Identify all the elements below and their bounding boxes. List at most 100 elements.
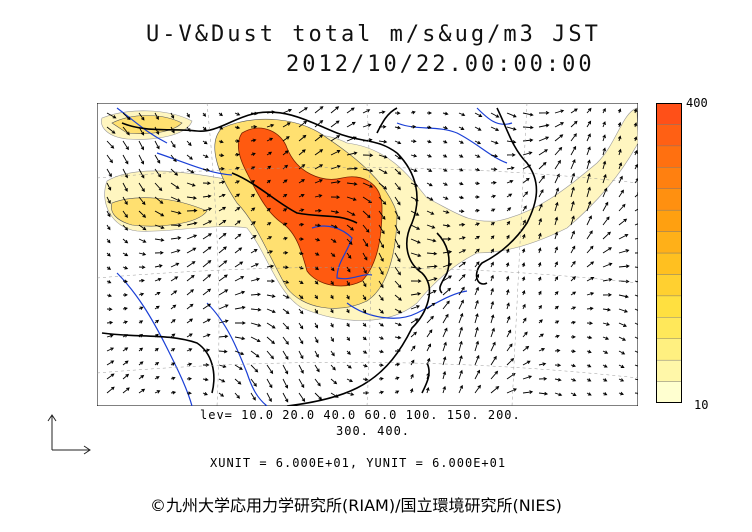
wind-arrow <box>458 355 463 366</box>
wind-arrow <box>218 180 226 185</box>
colorbar-cell <box>656 381 682 403</box>
wind-arrow <box>282 265 289 270</box>
wind-arrow <box>458 112 466 117</box>
wind-arrow <box>394 362 401 367</box>
wind-arrow <box>442 300 450 310</box>
title-line-1: U-V&Dust total m/s&ug/m3 JST <box>146 22 601 47</box>
wind-arrow <box>458 154 464 158</box>
wind-arrow <box>490 235 495 240</box>
wind-arrow <box>106 386 115 394</box>
wind-arrow <box>314 179 323 184</box>
wind-arrow <box>106 168 112 178</box>
wind-arrow <box>202 303 212 310</box>
wind-arrow <box>458 312 464 324</box>
wind-arrow <box>522 360 531 366</box>
wind-arrow <box>202 333 211 338</box>
wind-arrow <box>186 221 198 226</box>
wind-arrow <box>586 321 594 326</box>
wind-arrow <box>266 264 275 269</box>
wind-arrow <box>426 264 438 269</box>
wind-arrow <box>490 140 499 145</box>
wind-arrow <box>218 193 226 198</box>
wind-arrow <box>490 112 500 118</box>
wind-arrow <box>490 194 497 199</box>
wind-arrow <box>186 154 193 160</box>
wind-arrow <box>122 126 130 136</box>
wind-arrow <box>458 181 464 186</box>
wind-arrow <box>122 387 130 394</box>
wind-arrow <box>250 138 257 143</box>
wind-arrow <box>298 149 306 156</box>
wind-arrow <box>234 378 242 385</box>
wind-arrow <box>409 388 414 394</box>
wind-arrow <box>458 236 466 240</box>
wind-arrow <box>218 274 228 282</box>
wind-arrow <box>138 252 147 256</box>
wind-arrow <box>458 299 464 310</box>
wind-arrow <box>122 210 128 218</box>
wind-arrow <box>538 175 545 184</box>
wind-arrow <box>522 331 528 338</box>
wind-arrow <box>474 208 480 213</box>
wind-arrow <box>170 140 176 148</box>
wind-arrow <box>378 252 384 262</box>
wind-arrow <box>586 292 595 296</box>
wind-arrow <box>122 279 128 284</box>
wind-arrow <box>378 124 387 129</box>
wind-arrow <box>410 238 421 244</box>
wind-arrow <box>186 348 193 352</box>
wind-arrow <box>634 322 638 326</box>
wind-arrow <box>537 247 542 254</box>
wind-arrow <box>554 392 563 397</box>
wind-arrow <box>202 140 208 145</box>
wind-arrow <box>218 334 229 339</box>
wind-arrow <box>378 349 385 354</box>
wind-arrow <box>298 164 306 170</box>
wind-arrow <box>266 123 275 128</box>
wind-arrow <box>314 252 320 256</box>
wind-arrow <box>282 280 290 284</box>
wind-arrow <box>234 290 246 296</box>
wind-arrow <box>458 168 464 172</box>
colorbar-cell <box>656 359 682 382</box>
wind-arrow <box>442 370 447 380</box>
colorbar-cell <box>656 231 682 254</box>
wind-arrow <box>474 140 482 145</box>
colorbar <box>656 103 682 403</box>
wind-arrow <box>122 154 129 165</box>
wind-arrow <box>617 108 622 114</box>
axes-arrow-icon <box>47 414 91 455</box>
wind-arrow <box>410 153 418 158</box>
wind-arrow <box>394 308 403 314</box>
wind-arrow <box>586 392 592 396</box>
wind-arrow <box>394 322 402 327</box>
wind-arrow <box>522 205 527 212</box>
wind-arrow <box>634 308 638 312</box>
wind-arrow <box>570 378 577 382</box>
wind-arrow <box>314 194 323 198</box>
wind-arrow <box>586 172 591 184</box>
wind-arrow <box>506 207 512 212</box>
wind-arrow <box>106 347 115 352</box>
wind-arrow <box>570 145 577 156</box>
wind-arrow <box>138 306 144 310</box>
wind-arrow <box>394 224 401 235</box>
wind-arrow <box>234 247 243 254</box>
wind-vectors <box>106 106 638 403</box>
wind-arrow <box>346 224 355 231</box>
wind-arrow <box>490 274 494 282</box>
wind-arrow <box>234 166 240 171</box>
wind-arrow <box>506 126 517 131</box>
wind-arrow <box>314 322 319 329</box>
wind-arrow <box>234 364 243 370</box>
wind-arrow <box>425 386 430 394</box>
wind-arrow <box>218 219 227 226</box>
wind-arrow <box>522 177 530 184</box>
wind-arrow <box>154 196 164 204</box>
wind-arrow <box>410 318 419 324</box>
wind-arrow <box>378 266 384 276</box>
wind-arrow <box>266 364 274 375</box>
wind-arrow <box>170 390 177 395</box>
colorbar-max-label: 400 <box>686 96 708 110</box>
wind-arrow <box>362 322 367 327</box>
